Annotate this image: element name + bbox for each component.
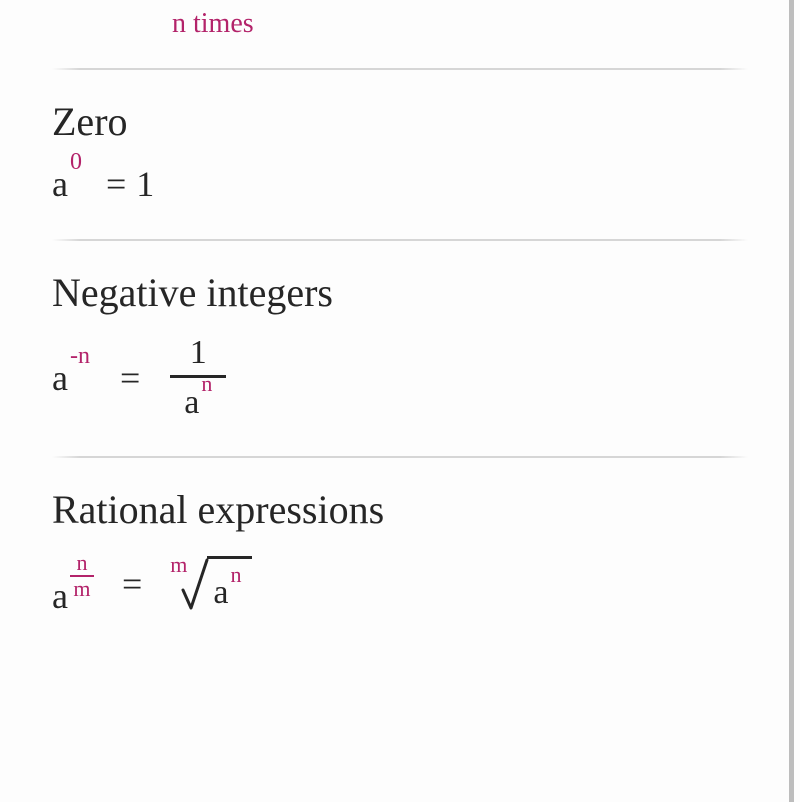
lhs-power-rat: a n m: [52, 551, 94, 617]
formula-negative: a -n = 1 a n: [52, 334, 748, 422]
lhs-power: a 0: [52, 163, 82, 205]
equals-rat: =: [122, 563, 142, 605]
base-a-neg: a: [52, 357, 68, 399]
rhs-one: 1: [136, 163, 154, 205]
section-negative: Negative integers a -n = 1 a n: [52, 241, 748, 456]
radicand-base-a: a: [213, 574, 228, 612]
exponent-neg-n: -n: [70, 343, 90, 370]
den-base-a: a: [184, 384, 199, 421]
base-a-rat: a: [52, 575, 68, 617]
radicand-exp-n: n: [231, 562, 242, 588]
equals-neg: =: [120, 357, 140, 399]
den-power: a n: [184, 384, 212, 421]
exp-fraction: n m: [70, 551, 94, 601]
top-note: n times: [52, 0, 748, 68]
lhs-power-neg: a -n: [52, 357, 90, 399]
base-a: a: [52, 163, 68, 205]
exp-frac-m: m: [73, 577, 90, 601]
page-content: n times Zero a 0 = 1 Negative integers a…: [0, 0, 800, 802]
exp-frac-n: n: [76, 551, 87, 575]
heading-negative: Negative integers: [52, 269, 748, 316]
root-index-m: m: [170, 552, 187, 578]
formula-rational: a n m = m a: [52, 551, 748, 617]
heading-rational: Rational expressions: [52, 486, 748, 533]
exponent-zero: 0: [70, 149, 82, 176]
frac-den: a n: [184, 378, 212, 422]
heading-zero: Zero: [52, 98, 748, 145]
section-rational: Rational expressions a n m = m: [52, 458, 748, 627]
exp-frac-nm: n m: [70, 551, 94, 601]
frac-num-1: 1: [190, 334, 207, 375]
scrollbar-edge: [789, 0, 794, 802]
equals: =: [106, 163, 126, 205]
radicand-power: a n: [213, 574, 241, 612]
den-exp-n: n: [201, 372, 212, 396]
radicand: a n: [207, 556, 251, 612]
n-times-label: n times: [172, 8, 254, 39]
fraction-one-over-an: 1 a n: [170, 334, 226, 422]
section-zero: Zero a 0 = 1: [52, 70, 748, 239]
formula-zero: a 0 = 1: [52, 163, 748, 205]
radical-mth-root: m a n: [170, 556, 251, 612]
